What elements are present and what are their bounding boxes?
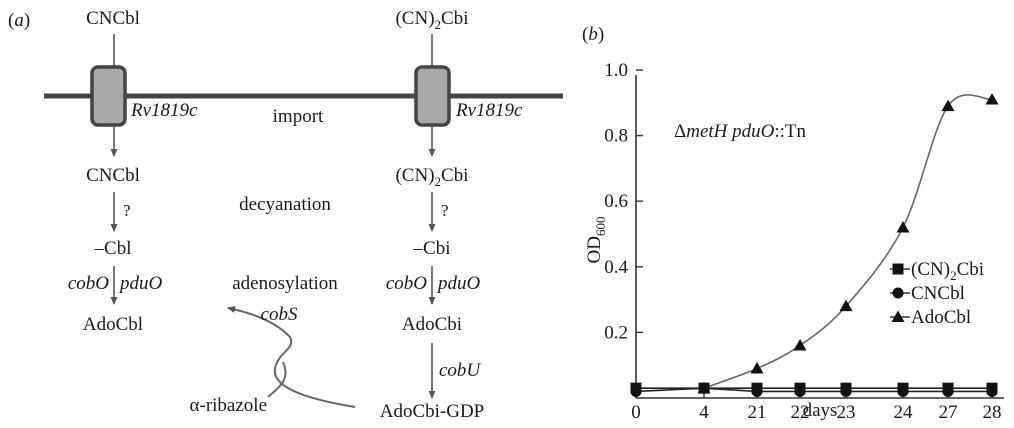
left-question: ? — [123, 201, 131, 220]
data-point-circle — [794, 385, 806, 397]
left-top-cncbl: CNCbl — [86, 8, 140, 29]
data-point-circle — [751, 385, 763, 397]
right-transporter-label: Rv1819c — [455, 100, 523, 121]
data-point-circle — [897, 385, 909, 397]
data-point-triangle — [750, 361, 764, 374]
right-reduced-cbi: –Cbi — [413, 238, 451, 259]
legend-marker-circle — [892, 287, 904, 299]
y-ticks-group: 0.2 0.4 0.6 0.8 1.0 — [604, 60, 643, 343]
right-enzyme-cobo: cobO — [386, 273, 427, 294]
label-import: import — [273, 106, 324, 127]
x-tick-label: 22 — [791, 402, 810, 423]
data-point-triangle — [793, 339, 807, 351]
x-tick-label: 28 — [983, 402, 1002, 423]
x-ticks-group: 0 4 21 22 23 24 27 28 — [631, 391, 1002, 423]
x-tick-label: 23 — [837, 402, 856, 423]
series-markers-group — [630, 93, 999, 397]
right-transporter-icon — [414, 65, 451, 127]
growth-chart: 0.2 0.4 0.6 0.8 1.0 0 4 21 22 23 24 27 28 (CN)2CbiC… — [604, 60, 1004, 423]
legend-label: (CN)2Cbi — [911, 259, 984, 283]
left-reduced-cbl: –Cbl — [94, 238, 132, 259]
y-tick-label: 1.0 — [604, 60, 628, 81]
label-decyanation: decyanation — [239, 194, 331, 215]
left-transporter-label: Rv1819c — [130, 100, 198, 121]
right-question: ? — [441, 201, 449, 220]
right-mid-cn2cbi: (CN)2Cbi — [395, 165, 468, 189]
x-axis-label: days — [803, 400, 838, 421]
right-product-adocbi: AdoCbi — [402, 314, 462, 335]
cobs-curve-arrow — [227, 306, 356, 408]
y-axis-label: OD600 — [584, 217, 608, 264]
enzyme-cobs: cobS — [261, 304, 298, 325]
y-tick-label: 0.2 — [604, 322, 628, 343]
left-enzyme-cobo: cobO — [68, 273, 109, 294]
legend-marker-triangle — [891, 310, 905, 322]
data-point-triangle — [697, 381, 711, 394]
x-tick-label: 24 — [894, 402, 914, 423]
x-tick-label: 27 — [939, 402, 958, 423]
y-tick-label: 0.4 — [604, 257, 628, 278]
panel-b-label: (b) — [582, 24, 604, 45]
data-point-triangle — [985, 93, 999, 105]
legend-label: CNCbl — [911, 283, 965, 304]
left-enzyme-pduo: pduO — [118, 273, 163, 294]
label-adenosylation: adenosylation — [232, 273, 338, 294]
left-product-adocbl: AdoCbl — [83, 314, 143, 335]
x-tick-label: 0 — [631, 402, 641, 423]
data-point-triangle — [941, 99, 955, 112]
x-tick-label: 21 — [748, 402, 767, 423]
y-tick-label: 0.8 — [604, 126, 628, 147]
right-enzyme-cobu: cobU — [439, 360, 481, 381]
legend-marker-square — [892, 263, 904, 275]
panel-a-label: (a) — [8, 10, 30, 31]
data-point-circle — [942, 385, 954, 397]
left-mid-cncbl: CNCbl — [86, 165, 140, 186]
data-point-circle — [986, 385, 998, 397]
y-tick-label: 0.6 — [604, 191, 628, 212]
data-point-triangle — [839, 299, 853, 312]
right-enzyme-pduo: pduO — [436, 273, 481, 294]
data-point-circle — [630, 385, 642, 397]
alpha-ribazole-label: α-ribazole — [190, 395, 267, 416]
legend-label: AdoCbl — [911, 307, 971, 328]
chart-annotation-genotype: ΔmetH pduO::Tn — [674, 121, 807, 142]
left-transporter-icon — [90, 65, 127, 127]
data-point-triangle — [896, 220, 910, 233]
right-final-adocbi-gdp: AdoCbi-GDP — [380, 401, 485, 422]
data-point-circle — [840, 385, 852, 397]
series-line-circle — [635, 387, 992, 393]
ribazole-branch-curve — [267, 361, 287, 398]
x-tick-label: 4 — [699, 402, 709, 423]
right-top-cn2cbi: (CN)2Cbi — [395, 8, 468, 32]
